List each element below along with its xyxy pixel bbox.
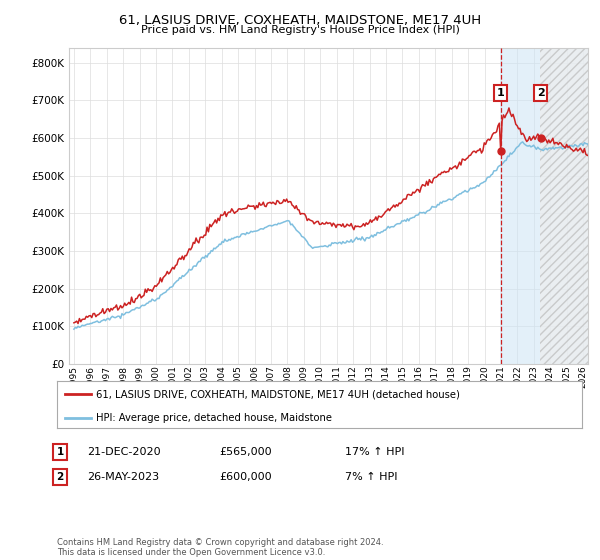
Text: 61, LASIUS DRIVE, COXHEATH, MAIDSTONE, ME17 4UH: 61, LASIUS DRIVE, COXHEATH, MAIDSTONE, M… <box>119 14 481 27</box>
Bar <box>500 48 588 364</box>
Text: £565,000: £565,000 <box>219 447 272 457</box>
Text: Contains HM Land Registry data © Crown copyright and database right 2024.
This d: Contains HM Land Registry data © Crown c… <box>57 538 383 557</box>
Text: 21-DEC-2020: 21-DEC-2020 <box>87 447 161 457</box>
Text: 61, LASIUS DRIVE, COXHEATH, MAIDSTONE, ME17 4UH (detached house): 61, LASIUS DRIVE, COXHEATH, MAIDSTONE, M… <box>97 389 460 399</box>
Text: 2: 2 <box>56 472 64 482</box>
Text: 7% ↑ HPI: 7% ↑ HPI <box>345 472 398 482</box>
Text: 1: 1 <box>497 88 505 98</box>
Text: 1: 1 <box>56 447 64 457</box>
Bar <box>540 48 588 364</box>
Text: Price paid vs. HM Land Registry's House Price Index (HPI): Price paid vs. HM Land Registry's House … <box>140 25 460 35</box>
Text: £600,000: £600,000 <box>219 472 272 482</box>
Text: 2: 2 <box>536 88 544 98</box>
Text: HPI: Average price, detached house, Maidstone: HPI: Average price, detached house, Maid… <box>97 413 332 423</box>
Text: 26-MAY-2023: 26-MAY-2023 <box>87 472 159 482</box>
Text: 17% ↑ HPI: 17% ↑ HPI <box>345 447 404 457</box>
